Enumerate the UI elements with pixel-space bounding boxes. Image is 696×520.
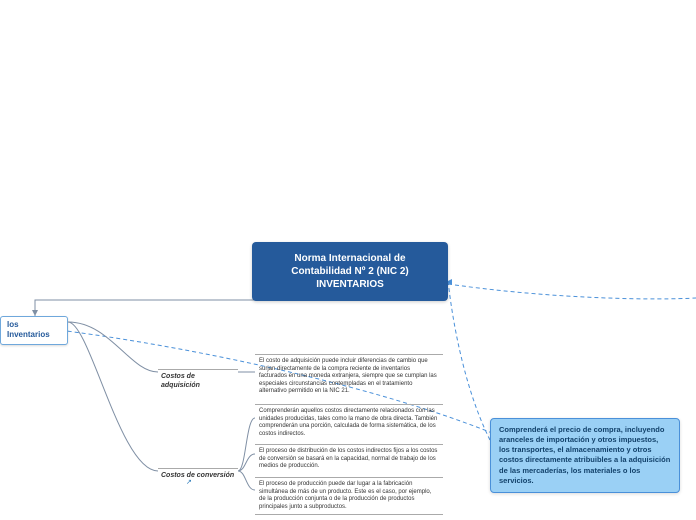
- detail-conversion-1: Comprenderán aquellos costos directament…: [255, 404, 443, 441]
- detail-costos-adquisicion: El costo de adquisición puede incluir di…: [255, 354, 443, 399]
- detail-conversion-3: El proceso de producción puede dar lugar…: [255, 477, 443, 514]
- detail-conversion-4-partial: [255, 514, 443, 520]
- link-icon: ↗: [186, 478, 192, 486]
- label-costos-adquisicion[interactable]: Costos de adquisición: [158, 369, 238, 392]
- root-node[interactable]: Norma Internacional de Contabilidad Nº 2…: [252, 242, 448, 301]
- mindmap-canvas: Norma Internacional de Contabilidad Nº 2…: [0, 0, 696, 520]
- detail-conversion-2: El proceso de distribución de los costos…: [255, 444, 443, 474]
- callout-precio-compra[interactable]: Comprenderá el precio de compra, incluye…: [490, 418, 680, 493]
- topic-inventarios[interactable]: los Inventarios: [0, 316, 68, 345]
- label-costos-conversion[interactable]: Costos de conversión: [158, 468, 238, 482]
